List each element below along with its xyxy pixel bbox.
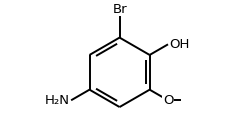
- Text: O: O: [163, 94, 173, 107]
- Text: Br: Br: [112, 3, 127, 16]
- Text: H₂N: H₂N: [45, 94, 70, 107]
- Text: OH: OH: [169, 38, 190, 51]
